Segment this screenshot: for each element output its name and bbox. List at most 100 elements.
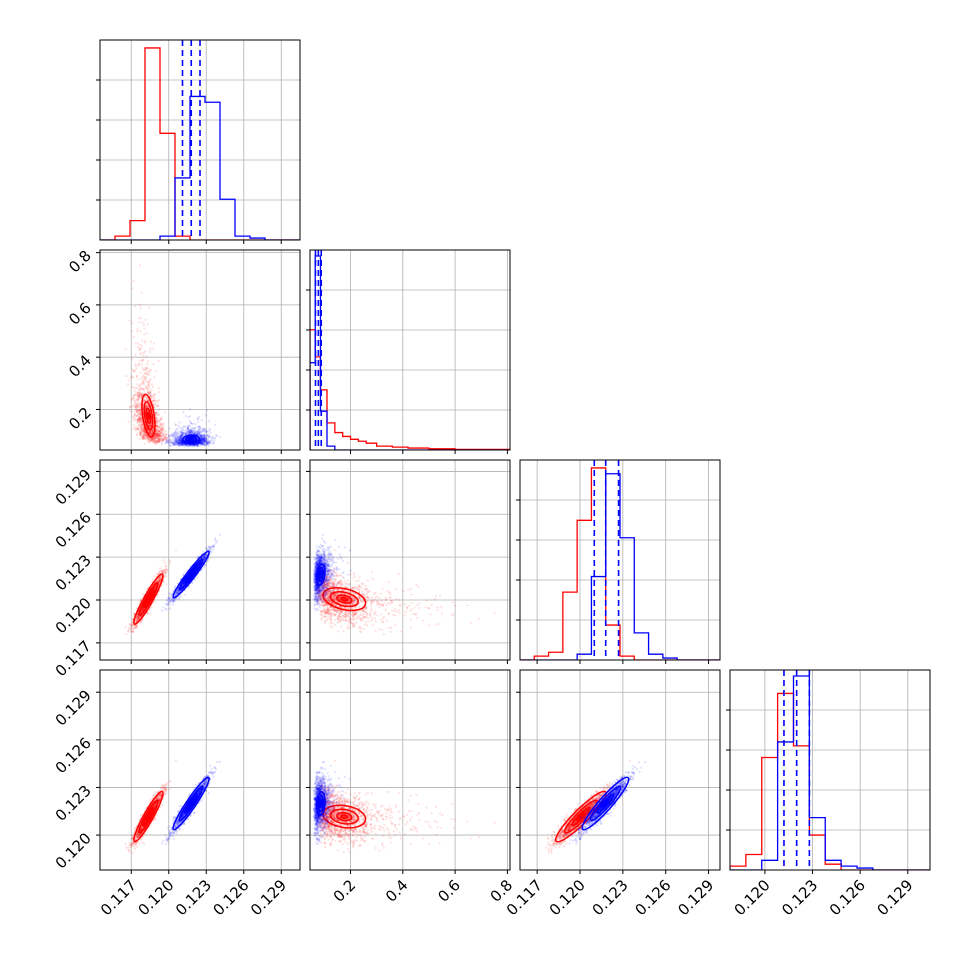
sample-point (165, 583, 168, 586)
sample-point (142, 593, 145, 596)
sample-point (189, 444, 192, 447)
sample-point (129, 627, 132, 630)
sample-point (148, 432, 151, 435)
sample-point (138, 428, 141, 431)
sample-point (142, 387, 145, 391)
sample-point (146, 436, 150, 440)
axes-frame (99, 249, 301, 451)
sample-point (132, 629, 135, 633)
sample-point (200, 437, 203, 441)
sample-point (180, 444, 184, 447)
sample-point (138, 395, 141, 398)
sample-point (135, 405, 138, 408)
sample-point (158, 434, 161, 437)
sample-point (157, 425, 161, 428)
sample-point (166, 441, 170, 444)
sample-point (206, 442, 209, 446)
sample-point (203, 443, 206, 446)
sample-point (132, 404, 135, 407)
sample-point (156, 434, 159, 438)
sample-point (193, 443, 197, 446)
sample-point (143, 372, 146, 375)
sample-point (201, 442, 204, 445)
sample-point (199, 441, 203, 444)
sample-point (203, 439, 207, 442)
sample-point (196, 420, 199, 424)
sample-point (201, 436, 204, 439)
sample-point (203, 439, 206, 442)
sample-point (177, 442, 180, 445)
sample-point (180, 442, 183, 445)
sample-point (188, 424, 191, 428)
sample-point (182, 427, 185, 430)
sample-point (205, 443, 208, 446)
plot-area (124, 264, 221, 448)
sample-point (160, 429, 163, 432)
sample-point (138, 437, 141, 440)
sample-point (125, 633, 128, 636)
sample-point (147, 424, 151, 427)
sample-point (200, 433, 203, 436)
sample-point (149, 424, 153, 427)
sample-point (134, 418, 137, 421)
sample-point (142, 383, 145, 386)
sample-point (136, 394, 139, 397)
sample-point (136, 403, 139, 406)
sample-point (143, 433, 146, 436)
sample-point (159, 567, 162, 570)
sample-point (154, 437, 157, 440)
y-tick-label: 0.6 (65, 299, 95, 329)
sample-point (161, 427, 164, 430)
sample-point (152, 440, 155, 443)
sample-point (133, 389, 136, 392)
sample-point (162, 425, 165, 428)
sample-point (162, 559, 165, 562)
sample-point (194, 431, 197, 434)
sample-point (153, 439, 156, 442)
sample-point (152, 426, 155, 429)
sample-point (154, 442, 157, 445)
sample-point (173, 441, 176, 444)
sample-point (180, 440, 183, 443)
sample-point (197, 441, 201, 444)
sample-point (157, 427, 160, 431)
sample-point (176, 439, 179, 442)
sample-point (204, 440, 207, 443)
sample-point (138, 420, 141, 424)
sample-point (158, 580, 161, 583)
sample-point (155, 432, 158, 435)
sample-point (147, 400, 151, 403)
sample-point (180, 443, 183, 446)
sample-point (175, 438, 178, 441)
sample-point (204, 439, 207, 442)
sample-point (148, 438, 152, 441)
sample-point (188, 430, 191, 433)
sample-point (204, 444, 207, 447)
sample-point (192, 432, 195, 435)
sample-point (144, 375, 147, 379)
sample-point (180, 434, 183, 437)
sample-point (153, 440, 156, 443)
sample-point (168, 444, 171, 447)
sample-point (140, 291, 143, 294)
sample-point (140, 427, 143, 430)
sample-point (136, 345, 139, 349)
sample-point (142, 382, 145, 385)
sample-point (139, 431, 142, 434)
sample-point (163, 434, 166, 437)
sample-point (135, 406, 138, 409)
sample-point (150, 396, 153, 399)
sample-point (133, 413, 136, 416)
sample-point (140, 363, 143, 366)
sample-point (158, 439, 161, 443)
sample-point (188, 443, 192, 447)
sample-point (199, 439, 202, 443)
sample-point (174, 437, 177, 440)
sample-point (164, 564, 167, 568)
sample-point (162, 437, 165, 441)
sample-point (174, 423, 177, 426)
sample-point (139, 411, 142, 414)
sample-point (200, 443, 203, 446)
sample-point (195, 444, 199, 447)
sample-point (199, 440, 202, 443)
